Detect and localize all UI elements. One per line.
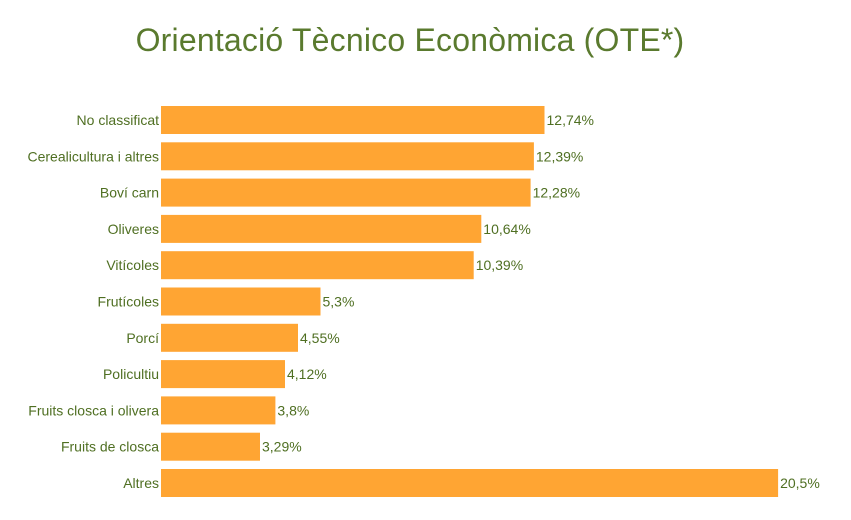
value-label: 12,74% [547,112,594,128]
bar-row: Boví carn 12,28% [100,178,580,207]
value-label: 5,3% [323,294,355,310]
category-label: Frutícoles [98,294,159,310]
bar-row: Cerealicultura i altres 12,39% [28,142,583,171]
bar [161,360,285,389]
bar-row: Altres 20,5% [123,469,820,497]
bar-row: Vitícoles 10,39% [106,251,523,280]
category-label: Altres [123,475,159,491]
bar-row: Frutícoles 5,3% [98,287,355,316]
category-label: Fruits de closca [61,439,159,455]
value-label: 10,39% [476,257,523,273]
value-label: 3,8% [277,402,309,418]
bar [161,396,276,425]
bar [161,142,534,171]
value-label: 4,12% [287,366,327,382]
bar-row: Fruits closca i olivera 3,8% [28,396,309,425]
bar-row: Policultiu 4,12% [103,360,327,389]
chart-title: Orientació Tècnico Econòmica (OTE*) [135,22,685,58]
value-label: 4,55% [300,330,340,346]
bar [161,287,321,316]
value-label: 12,28% [533,185,580,201]
bar [161,251,474,280]
value-label: 12,39% [536,148,583,164]
category-label: Fruits closca i olivera [28,402,159,418]
value-label: 20,5% [780,475,820,491]
bar [161,323,298,352]
bar-row: No classificat 12,74% [77,106,594,134]
bar-row: Oliveres 10,64% [108,214,531,243]
bar-row: Fruits de closca 3,29% [61,432,302,461]
bar-row: Porcí 4,55% [126,323,340,352]
category-label: Porcí [126,330,159,346]
category-label: No classificat [77,112,160,128]
bar [161,214,482,243]
category-label: Cerealicultura i altres [28,148,160,164]
value-label: 3,29% [262,439,302,455]
value-label: 10,64% [483,221,530,237]
bar [161,469,779,497]
bar [161,106,545,134]
category-label: Oliveres [108,221,159,237]
category-label: Boví carn [100,185,159,201]
bar [161,432,260,461]
category-label: Vitícoles [106,257,159,273]
category-label: Policultiu [103,366,159,382]
bar [161,178,531,207]
